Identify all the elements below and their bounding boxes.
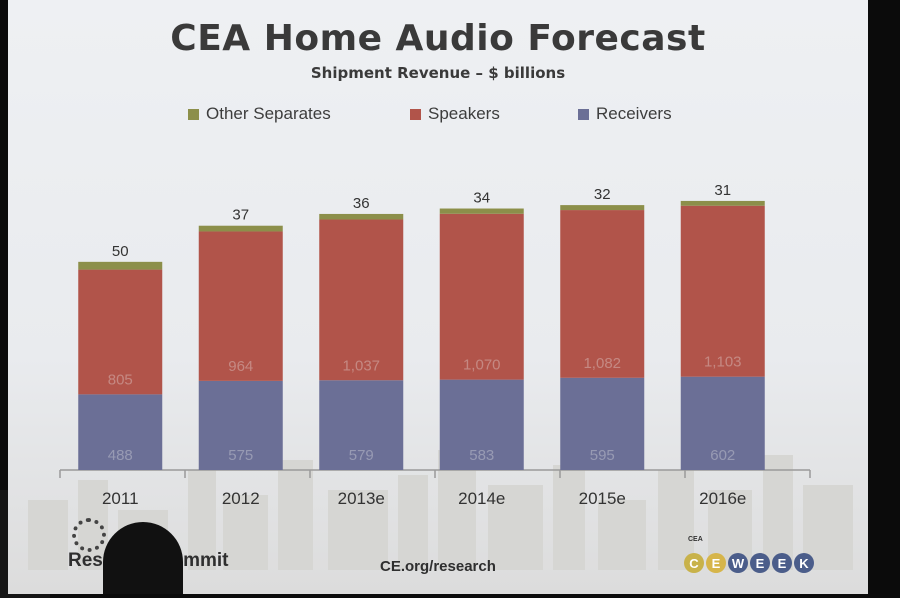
ceweek-letter: C — [684, 553, 704, 573]
ceweek-letter: E — [772, 553, 792, 573]
x-tick-label-2012: 2012 — [222, 489, 260, 508]
chart-legend: Other Separates Speakers Receivers — [8, 104, 868, 126]
legend-swatch-speakers — [410, 108, 421, 120]
data-label-receivers-2011: 488 — [108, 447, 133, 464]
data-label-speakers-2016e: 1,103 — [704, 354, 742, 371]
bar-other-separates-2012 — [198, 225, 283, 232]
legend-swatch-other-separates — [188, 108, 199, 120]
bar-other-separates-2015e — [560, 205, 645, 211]
legend-label-other-separates: Other Separates — [206, 104, 331, 123]
data-label-total-2015e: 32 — [594, 186, 611, 203]
chart-subtitle: Shipment Revenue – $ billions — [310, 64, 566, 82]
bar-speakers-2011 — [78, 269, 163, 395]
x-tick-label-2016e: 2016e — [699, 489, 746, 508]
data-label-receivers-2014e: 583 — [469, 447, 494, 464]
bar-receivers-2016e — [680, 376, 765, 470]
footer-url: CE.org/research — [380, 558, 496, 575]
bar-other-separates-2014e — [439, 208, 524, 214]
bar-speakers-2016e — [680, 205, 765, 377]
bar-speakers-2012 — [198, 231, 283, 381]
bar-receivers-2015e — [560, 377, 645, 470]
x-tick-label-2015e: 2015e — [579, 489, 626, 508]
bar-speakers-2015e — [560, 210, 645, 378]
data-label-total-2013e: 36 — [353, 195, 370, 212]
legend-label-receivers: Receivers — [596, 104, 672, 123]
ceweek-letter: K — [794, 553, 814, 573]
presenter-silhouette — [103, 522, 183, 594]
data-label-speakers-2015e: 1,082 — [583, 355, 621, 372]
research-summit-logo-icon — [72, 518, 106, 552]
bar-receivers-2012 — [198, 380, 283, 470]
stacked-bar-chart: 488 805 50 2011 575 964 37 2012 579 1,037 36 2013e 5… — [59, 182, 811, 508]
legend-swatch-receivers — [578, 108, 589, 120]
data-label-total-2011: 50 — [112, 243, 129, 260]
chart-title: CEA Home Audio Forecast — [170, 18, 706, 59]
bar-receivers-2014e — [439, 379, 524, 470]
ceweek-letter: E — [750, 553, 770, 573]
cea-mark: CEA — [688, 536, 703, 543]
legend-item-receivers: Receivers — [578, 104, 672, 124]
city-skyline-background — [28, 450, 853, 570]
data-label-speakers-2011: 805 — [108, 371, 133, 388]
data-label-speakers-2012: 964 — [228, 358, 253, 375]
x-tick-label-2014e: 2014e — [458, 489, 505, 508]
data-label-speakers-2013e: 1,037 — [342, 357, 380, 374]
bar-receivers-2013e — [319, 380, 404, 470]
bar-receivers-2011 — [78, 394, 163, 470]
legend-label-speakers: Speakers — [428, 104, 500, 123]
bar-other-separates-2013e — [319, 213, 404, 220]
data-label-receivers-2012: 575 — [228, 447, 253, 464]
data-label-speakers-2014e: 1,070 — [463, 357, 501, 374]
legend-item-speakers: Speakers — [410, 104, 500, 124]
data-label-receivers-2015e: 595 — [590, 447, 615, 464]
data-label-total-2012: 37 — [232, 207, 249, 224]
bar-speakers-2013e — [319, 219, 404, 381]
bar-speakers-2014e — [439, 213, 524, 380]
x-tick-label-2013e: 2013e — [338, 489, 385, 508]
bar-other-separates-2011 — [78, 261, 163, 270]
projection-screen: CEA Home Audio Forecast Shipment Revenue… — [8, 0, 868, 594]
data-label-total-2014e: 34 — [473, 190, 490, 207]
data-label-receivers-2016e: 602 — [710, 447, 735, 464]
x-tick-label-2011: 2011 — [102, 489, 139, 508]
ceweek-letter: E — [706, 553, 726, 573]
ceweek-letter: W — [728, 553, 748, 573]
legend-item-other-separates: Other Separates — [188, 104, 331, 124]
bar-other-separates-2016e — [680, 200, 765, 206]
data-label-total-2016e: 31 — [714, 182, 731, 199]
data-label-receivers-2013e: 579 — [349, 447, 374, 464]
